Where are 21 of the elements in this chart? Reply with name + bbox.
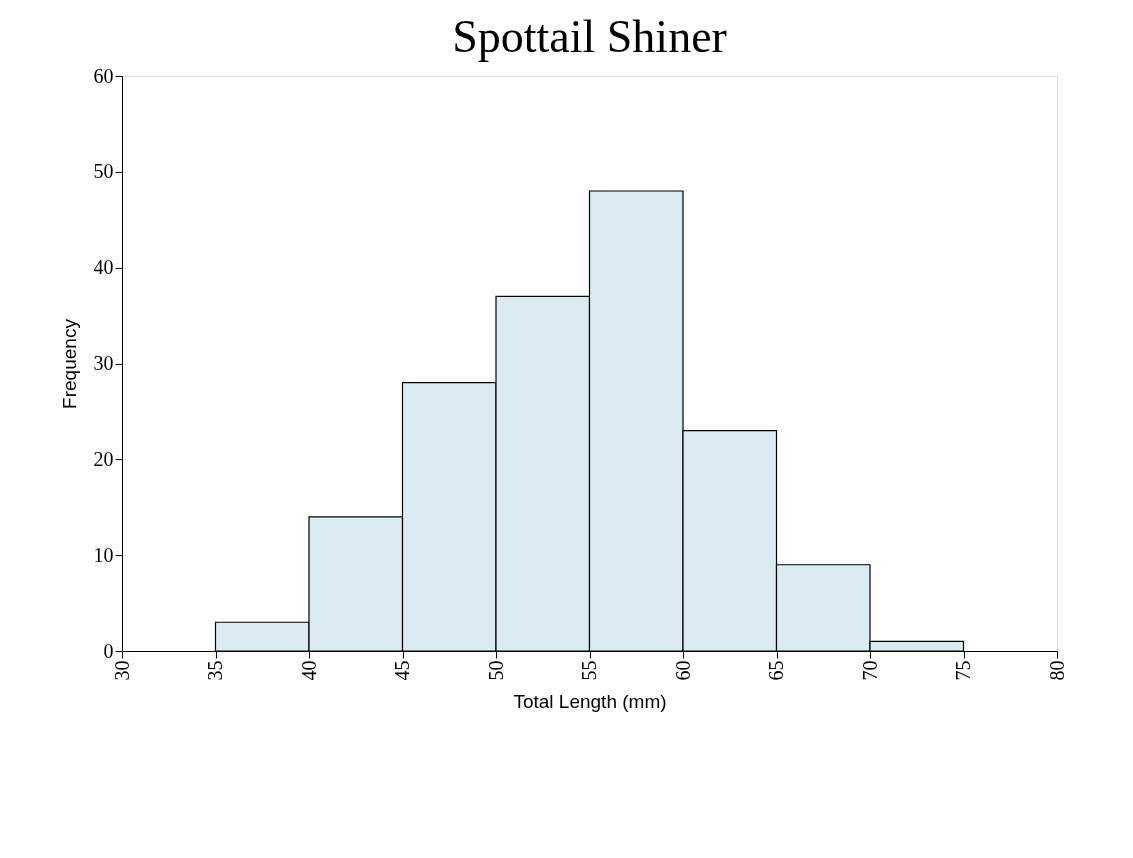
x-tick-label: 30	[110, 660, 133, 681]
y-tick-label: 40	[93, 256, 114, 279]
chart-title: Spottail Shiner	[452, 11, 727, 62]
x-tick-label: 55	[578, 660, 600, 681]
y-tick-label: 60	[93, 64, 114, 87]
y-tick-label: 30	[93, 352, 114, 374]
x-tick-label: 40	[297, 660, 320, 681]
x-tick-label: 45	[391, 660, 413, 681]
y-tick-label: 20	[93, 447, 114, 470]
y-axis-title: Frequency	[58, 318, 80, 409]
y-tick-label: 0	[103, 639, 114, 662]
x-tick-label: 75	[952, 660, 974, 681]
x-tick-label: 65	[765, 660, 787, 681]
x-tick-label: 35	[204, 660, 226, 681]
x-tick-label: 60	[671, 660, 694, 681]
x-tick-label: 50	[484, 660, 507, 681]
x-axis-title: Total Length (mm)	[513, 690, 667, 712]
x-tick-label: 80	[1045, 660, 1068, 681]
y-tick-label: 50	[93, 160, 114, 183]
x-tick-label: 70	[858, 660, 881, 681]
y-tick-label: 10	[93, 543, 114, 566]
